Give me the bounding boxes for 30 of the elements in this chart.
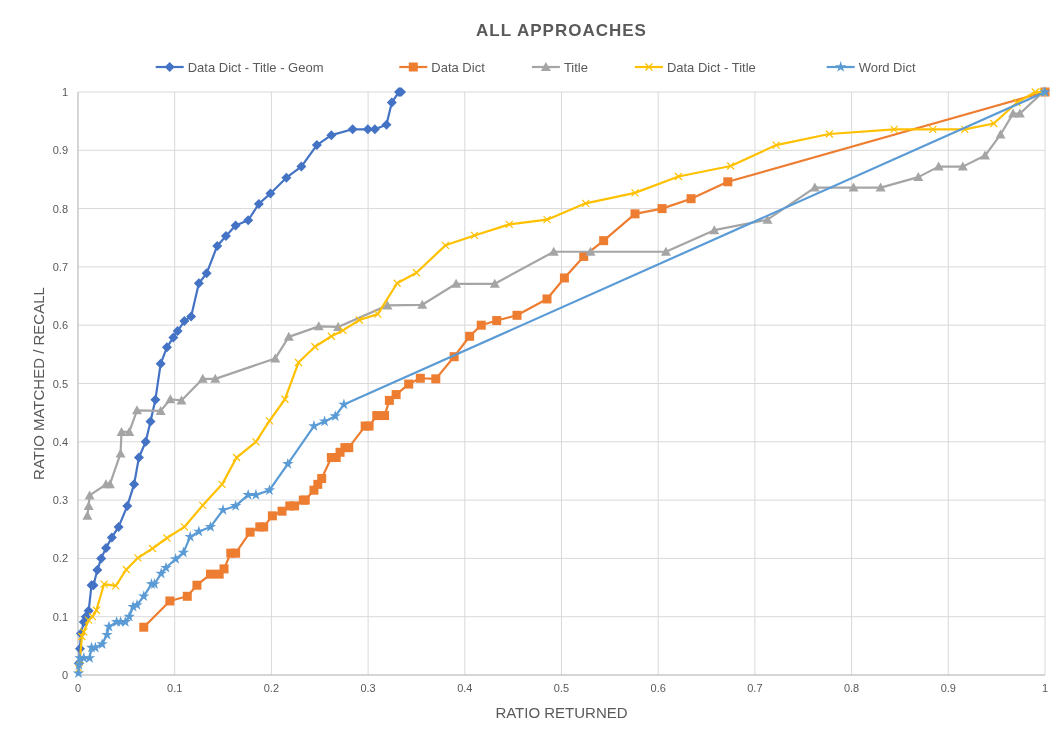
y-tick-label: 0	[61, 669, 68, 681]
legend-label: Data Dict	[431, 60, 486, 75]
y-tick-label: 1	[61, 86, 68, 98]
y-tick-label: 0.7	[52, 260, 68, 273]
legend-label: Data Dict - Title - Geom	[187, 60, 324, 75]
x-tick-label: 0.5	[553, 682, 570, 694]
y-tick-label: 0.3	[52, 494, 68, 507]
y-tick-label: 0.2	[52, 552, 68, 565]
x-tick-label: 0.8	[843, 682, 860, 694]
legend-label: Word Dict	[858, 60, 916, 75]
y-tick-label: 0.6	[52, 319, 68, 332]
x-tick-label: 1	[1041, 682, 1049, 694]
y-axis-title: RATIO MATCHED / RECALL	[30, 287, 47, 480]
legend-label: Title	[563, 60, 588, 75]
y-tick-label: 0.9	[52, 144, 68, 157]
x-tick-label: 0.1	[167, 682, 183, 694]
x-tick-label: 0.4	[457, 682, 473, 694]
y-tick-label: 0.8	[52, 202, 68, 215]
x-axis-title: RATIO RETURNED	[495, 704, 628, 721]
x-tick-label: 0.2	[263, 682, 280, 694]
legend-label: Data Dict - Title	[666, 60, 756, 75]
x-tick-label: 0	[74, 682, 82, 694]
chart-title: ALL APPROACHES	[476, 21, 647, 40]
x-tick-label: 0.6	[650, 682, 666, 694]
y-tick-label: 0.5	[52, 377, 68, 390]
y-tick-label: 0.1	[52, 610, 68, 623]
x-tick-label: 0.9	[940, 682, 956, 694]
x-tick-label: 0.7	[747, 682, 763, 694]
y-tick-label: 0.4	[52, 435, 68, 448]
x-tick-label: 0.3	[360, 682, 376, 694]
